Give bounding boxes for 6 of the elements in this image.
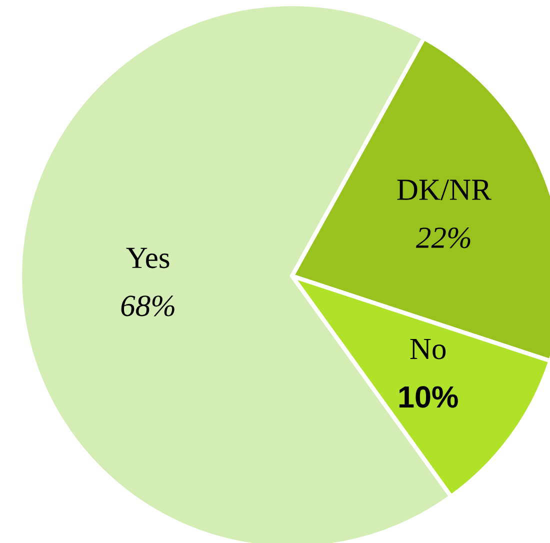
data-label: 10%: [399, 386, 458, 408]
data-label: 22%: [416, 227, 470, 248]
slice-label: DK/NR: [397, 180, 492, 200]
slice-label: Yes: [126, 248, 170, 268]
slice-label: No: [410, 338, 446, 360]
data-label: 68%: [121, 296, 174, 316]
